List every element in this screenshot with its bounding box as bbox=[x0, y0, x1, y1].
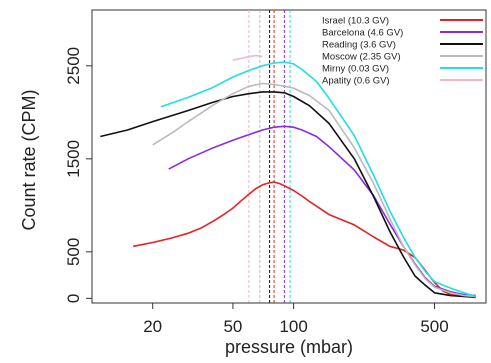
y-axis: 0 500 1500 2500 bbox=[64, 47, 92, 303]
legend-label-0: Israel (10.3 GV) bbox=[322, 16, 389, 27]
legend-label-4: Mirny (0.03 GV) bbox=[322, 64, 389, 75]
y-tick-label-500: 500 bbox=[64, 238, 83, 266]
plot-frame bbox=[91, 9, 487, 304]
series-line-0 bbox=[133, 181, 476, 299]
legend-label-3: Moscow (2.35 GV) bbox=[322, 52, 401, 63]
y-tick-label-0: 0 bbox=[64, 294, 83, 303]
series-line-3 bbox=[152, 82, 476, 298]
series-lines bbox=[100, 54, 476, 299]
legend-label-5: Apatity (0.6 GV) bbox=[322, 76, 390, 87]
x-axis: 20 50 100 500 bbox=[143, 302, 449, 336]
legend-label-2: Reading (3.6 GV) bbox=[322, 40, 396, 51]
y-tick-label-1500: 1500 bbox=[64, 140, 83, 178]
y-tick-label-2500: 2500 bbox=[64, 47, 83, 85]
x-tick-label-100: 100 bbox=[279, 317, 307, 336]
x-axis-title: pressure (mbar) bbox=[225, 337, 353, 357]
pressure-markers bbox=[248, 10, 291, 303]
series-line-4 bbox=[160, 61, 476, 298]
series-line-5 bbox=[232, 54, 263, 61]
x-tick-label-50: 50 bbox=[223, 317, 242, 336]
x-tick-label-500: 500 bbox=[420, 317, 448, 336]
legend: Israel (10.3 GV)Barcelona (4.6 GV)Readin… bbox=[322, 16, 483, 87]
y-axis-title: Count rate (CPM) bbox=[19, 89, 39, 230]
x-tick-label-20: 20 bbox=[143, 317, 162, 336]
series-line-2 bbox=[100, 91, 476, 298]
legend-label-1: Barcelona (4.6 GV) bbox=[322, 28, 403, 39]
